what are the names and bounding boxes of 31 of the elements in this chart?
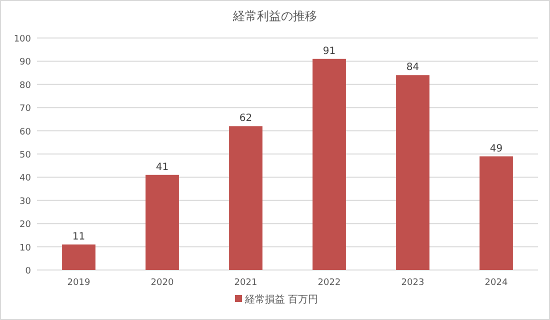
y-tick-label: 70 (20, 104, 32, 114)
x-tick-label: 2023 (401, 278, 424, 288)
legend-label: 経常損益 百万円 (244, 294, 318, 306)
y-tick-label: 80 (20, 80, 32, 91)
x-tick-label: 2024 (484, 278, 508, 288)
data-label: 84 (406, 62, 420, 74)
chart-title: 経常利益の推移 (232, 9, 317, 23)
x-tick-label: 2019 (67, 278, 90, 288)
y-tick-label: 20 (20, 220, 32, 230)
data-label: 91 (322, 46, 336, 57)
data-label: 49 (490, 143, 503, 154)
y-tick-label: 50 (20, 150, 32, 160)
y-tick-label: 100 (14, 34, 32, 44)
y-tick-label: 30 (20, 196, 32, 207)
x-tick-label: 2021 (234, 278, 258, 288)
x-tick-label: 2020 (150, 278, 174, 288)
y-tick-label: 60 (20, 127, 32, 138)
bar (396, 75, 430, 270)
x-tick-label: 2022 (318, 278, 341, 288)
y-tick-label: 10 (20, 243, 32, 254)
bar (229, 126, 262, 270)
data-label: 41 (156, 162, 169, 173)
data-label: 11 (72, 231, 86, 242)
bar (312, 58, 346, 270)
y-tick-label: 0 (25, 266, 32, 276)
bar (62, 244, 96, 270)
data-label: 62 (239, 113, 252, 124)
bar (480, 156, 513, 270)
y-tick-label: 90 (20, 58, 32, 68)
y-tick-label: 40 (20, 174, 32, 184)
bar (146, 174, 179, 270)
